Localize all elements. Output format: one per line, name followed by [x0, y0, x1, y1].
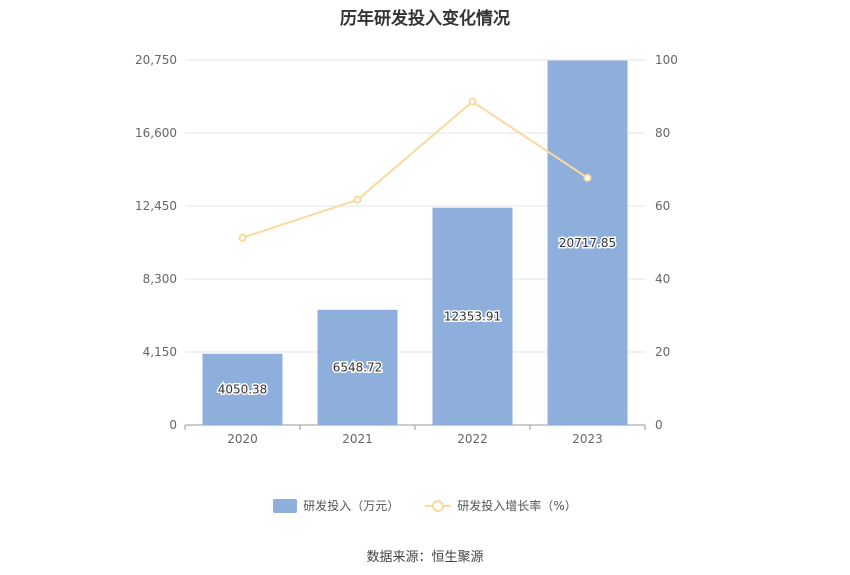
growth-rate-point	[353, 195, 362, 204]
y-right-tick-label: 100	[655, 53, 678, 67]
y-left-tick-label: 16,600	[135, 126, 177, 140]
y-left-tick-label: 8,300	[143, 272, 177, 286]
bar	[432, 207, 513, 425]
y-left-tick-label: 0	[169, 418, 177, 432]
chart-legend: 研发投入（万元） 研发投入增长率（%）	[0, 497, 850, 514]
legend-item-line[interactable]: 研发投入增长率（%）	[425, 497, 577, 514]
chart-title: 历年研发投入变化情况	[340, 9, 510, 29]
bar	[317, 309, 398, 425]
legend-bar-label: 研发投入（万元）	[303, 499, 400, 513]
y-right-tick-label: 0	[655, 418, 663, 432]
growth-rate-line	[242, 100, 589, 239]
y-right-tick-label: 40	[655, 272, 670, 286]
bar-value-label: 20717.85	[559, 236, 616, 250]
bar-value-label: 4050.38	[218, 382, 268, 396]
bar	[547, 60, 628, 426]
legend-item-bar[interactable]: 研发投入（万元）	[273, 497, 399, 514]
growth-rate-point	[238, 233, 247, 242]
x-tick-label: 2021	[342, 432, 373, 446]
y-right-tick-label: 20	[655, 345, 670, 359]
y-left-tick-label: 4,150	[143, 345, 177, 359]
y-left-tick-label: 20,750	[135, 53, 177, 67]
legend-bar-swatch	[273, 498, 298, 513]
y-right-tick-label: 60	[655, 199, 670, 213]
legend-line-label: 研发投入增长率（%）	[457, 499, 577, 513]
bar-value-label: 6548.72	[333, 360, 383, 374]
growth-rate-point	[583, 173, 592, 182]
x-tick-label: 2022	[457, 432, 488, 446]
x-tick-label: 2020	[227, 432, 258, 446]
growth-rate-point	[468, 97, 477, 106]
bar-value-label: 12353.91	[444, 309, 501, 323]
x-tick-label: 2023	[572, 432, 603, 446]
data-source-note: 数据来源：恒生聚源	[366, 550, 484, 565]
bar	[202, 353, 283, 425]
y-left-tick-label: 12,450	[135, 199, 177, 213]
y-right-tick-label: 80	[655, 126, 670, 140]
legend-line-swatch	[425, 499, 452, 513]
